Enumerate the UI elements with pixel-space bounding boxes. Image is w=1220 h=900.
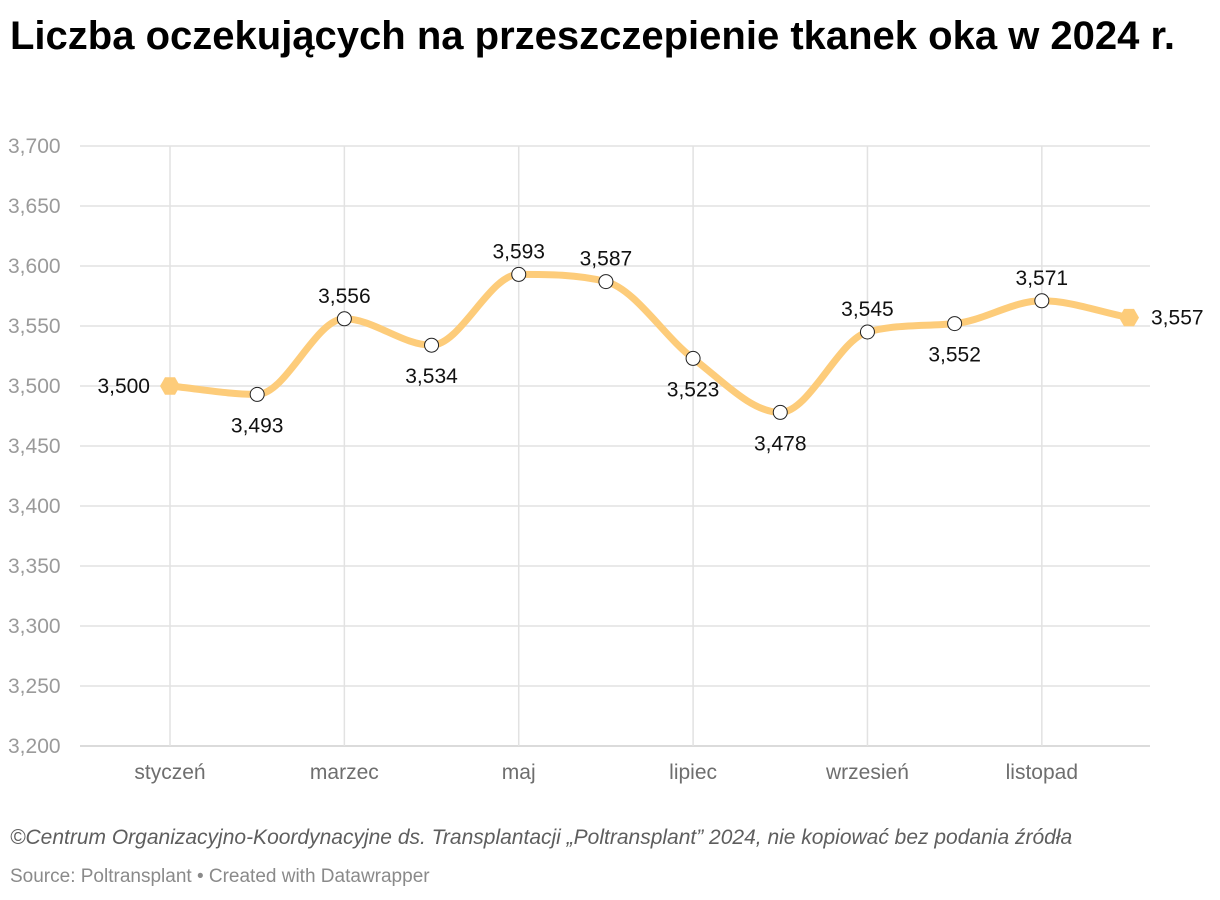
data-label: 3,523 bbox=[667, 378, 720, 401]
series-layer bbox=[166, 270, 1133, 416]
copyright-note: ©Centrum Organizacyjno-Koordynacyjne ds.… bbox=[10, 826, 1073, 849]
data-point bbox=[947, 316, 963, 332]
data-label: 3,534 bbox=[405, 365, 458, 388]
y-tick-label: 3,350 bbox=[8, 555, 61, 578]
y-tick-label: 3,450 bbox=[8, 435, 61, 458]
y-tick-label: 3,700 bbox=[8, 135, 61, 158]
data-point bbox=[598, 274, 614, 290]
data-label: 3,478 bbox=[754, 432, 807, 455]
y-tick-label: 3,500 bbox=[8, 375, 61, 398]
endpoint-marker bbox=[160, 377, 180, 395]
x-tick-label: maj bbox=[502, 761, 536, 784]
data-label: 3,593 bbox=[492, 240, 545, 263]
data-label: 3,500 bbox=[97, 375, 150, 398]
data-label: 3,552 bbox=[928, 344, 981, 367]
y-tick-label: 3,250 bbox=[8, 675, 61, 698]
data-point bbox=[511, 266, 527, 282]
y-tick-label: 3,300 bbox=[8, 615, 61, 638]
source-credit: Source: Poltransplant • Created with Dat… bbox=[10, 866, 430, 887]
data-label: 3,557 bbox=[1151, 307, 1204, 330]
y-tick-label: 3,550 bbox=[8, 315, 61, 338]
y-tick-label: 3,400 bbox=[8, 495, 61, 518]
x-tick-label: styczeń bbox=[134, 761, 205, 784]
x-tick-label: marzec bbox=[310, 761, 379, 784]
y-tick-label: 3,650 bbox=[8, 195, 61, 218]
x-tick-label: listopad bbox=[1006, 761, 1078, 784]
data-point bbox=[772, 404, 788, 420]
grid-layer bbox=[80, 145, 1150, 747]
series-line bbox=[166, 270, 1133, 416]
data-point bbox=[249, 386, 265, 402]
y-tick-label: 3,600 bbox=[8, 255, 61, 278]
data-label: 3,587 bbox=[580, 248, 633, 271]
x-tick-label: lipiec bbox=[669, 761, 717, 784]
points-layer bbox=[160, 266, 1139, 420]
data-point bbox=[336, 311, 352, 327]
data-label: 3,571 bbox=[1016, 267, 1069, 290]
line-chart: 3,200 3,250 3,300 3,350 3,400 3,450 3,500 3,550… bbox=[8, 135, 1204, 784]
chart-title: Liczba oczekujących na przeszczepienie t… bbox=[10, 14, 1175, 58]
y-tick-label: 3,200 bbox=[8, 735, 61, 758]
x-tick-label: wrzesień bbox=[825, 761, 909, 784]
axis-layer: 3,200 3,250 3,300 3,350 3,400 3,450 3,500 3,550… bbox=[8, 135, 1078, 784]
data-labels-layer: 3,500 3,493 3,556 3,534 3,593 3,587 3,523 3,478… bbox=[97, 240, 1203, 455]
data-point bbox=[1034, 293, 1050, 309]
data-label: 3,556 bbox=[318, 285, 371, 308]
data-point bbox=[685, 350, 701, 366]
data-label: 3,493 bbox=[231, 414, 284, 437]
data-label: 3,545 bbox=[841, 298, 894, 321]
data-point bbox=[424, 337, 440, 353]
endpoint-marker bbox=[1119, 308, 1139, 327]
data-point bbox=[859, 324, 875, 340]
